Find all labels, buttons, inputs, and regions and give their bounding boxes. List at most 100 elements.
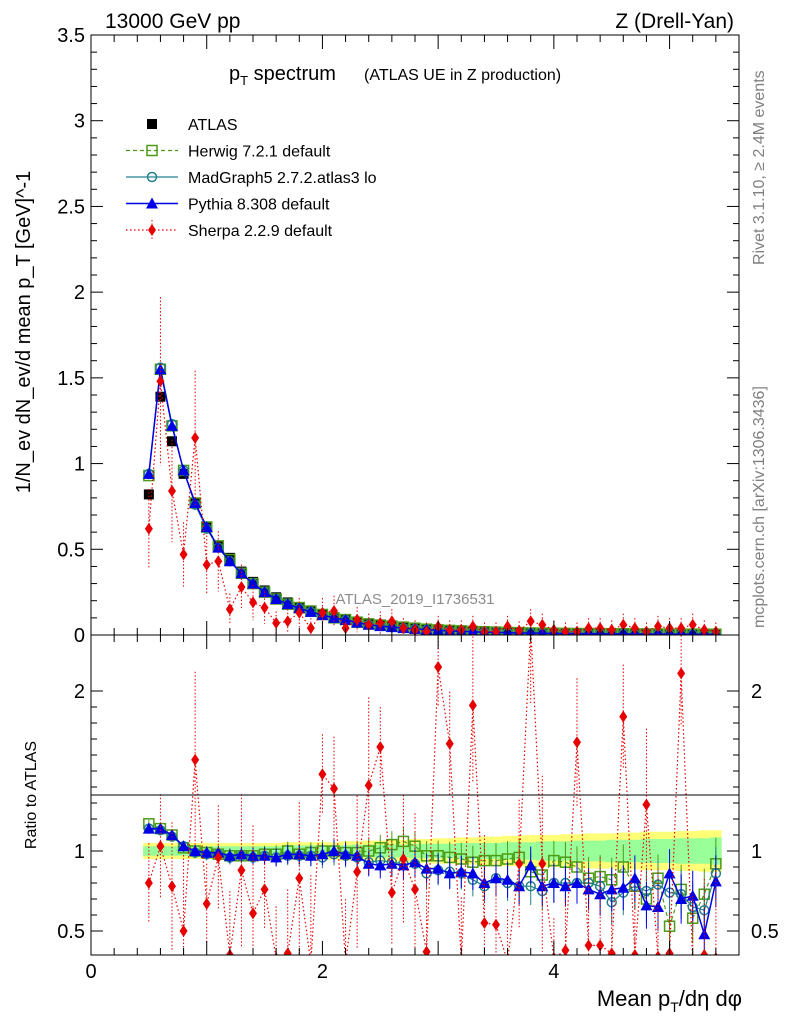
header-left-label: 13000 GeV pp	[105, 10, 240, 33]
ratio-point-3-24	[422, 945, 431, 955]
main-point-4-44	[654, 620, 662, 633]
ratio-point-2-29	[478, 877, 491, 888]
ratio-point-3-5	[202, 897, 211, 910]
main-point-4-2	[168, 485, 176, 497]
ratio-point-2-3	[177, 840, 190, 852]
main-point-4-22	[399, 622, 408, 635]
main-point-4-12	[283, 615, 292, 628]
ratio-ytick-label-left-1: 1	[74, 841, 85, 863]
main-point-3-6	[212, 541, 225, 553]
ratio-point-0-29	[478, 854, 491, 867]
x-axis-label: Mean pT/dη dφ	[597, 986, 742, 1015]
main-point-4-20	[376, 617, 385, 629]
main-panel-title: pT spectrum	[229, 63, 336, 88]
main-point-4-36	[561, 625, 570, 635]
legend-label-2: MadGraph5 2.7.2.atlas3 lo	[188, 170, 377, 187]
legend-label-4: Sherpa 2.2.9 default	[188, 223, 333, 240]
ratio-point-3-47	[691, 953, 694, 955]
main-point-4-42	[630, 622, 639, 635]
main-point-4-9	[249, 596, 257, 609]
ratio-point-2-16	[328, 845, 340, 856]
main-point-4-24	[422, 625, 431, 635]
ratio-point-3-2	[168, 880, 176, 893]
ratio-point-3-21	[387, 886, 396, 899]
legend-label-3: Pythia 8.308 default	[188, 197, 330, 214]
main-point-4-10	[260, 601, 269, 614]
legend-label-0: ATLAS	[188, 117, 238, 134]
ratio-point-2-27	[455, 865, 468, 877]
main-point-3-7	[223, 555, 236, 567]
ratio-point-2-23	[409, 856, 421, 868]
ratio-point-2-20	[374, 859, 387, 871]
x-tick-label-2: 4	[548, 961, 559, 983]
ratio-point-2-7	[223, 849, 236, 861]
ratio-point-3-17	[342, 957, 350, 969]
rivet-version-label: Rivet 3.1.10, ≥ 2.4M events	[751, 70, 768, 265]
main-point-4-21	[387, 615, 396, 628]
ratio-point-2-48	[698, 928, 711, 940]
ratio-point-3-23	[411, 883, 419, 896]
main-point-3-9	[247, 577, 259, 589]
main-point-0-1	[155, 391, 166, 402]
ratio-point-2-2	[166, 829, 178, 840]
ratio-panel-series	[142, 635, 722, 969]
ratio-point-2-33	[524, 859, 537, 871]
ratio-point-3-19	[364, 779, 373, 792]
ratio-point-2-46	[675, 893, 688, 904]
ratio-point-2-25	[432, 862, 445, 874]
ratio-point-2-0	[142, 822, 155, 834]
ratio-point-2-10	[258, 849, 271, 861]
ratio-point-2-41	[617, 881, 630, 893]
ratio-point-3-36	[561, 944, 570, 955]
ratio-point-3-40	[607, 947, 616, 955]
main-point-3-2	[166, 419, 178, 431]
ratio-point-3-37	[573, 736, 581, 749]
main-point-4-19	[364, 618, 373, 631]
main-point-3-3	[177, 464, 190, 476]
main-point-4-16	[330, 605, 338, 617]
ratio-point-2-12	[281, 848, 294, 860]
ratio-point-2-43	[640, 899, 653, 911]
ratio-point-3-16	[330, 782, 338, 795]
main-point-3-14	[304, 605, 317, 617]
main-point-3-5	[200, 521, 213, 532]
legend-marker-4	[148, 224, 156, 236]
ratio-point-2-35	[547, 877, 560, 888]
ratio-point-3-44	[655, 950, 661, 955]
ratio-point-3-12	[283, 947, 292, 955]
header-right-label: Z (Drell-Yan)	[615, 10, 734, 33]
ratio-point-3-6	[214, 851, 223, 864]
ratio-point-2-44	[652, 901, 664, 912]
main-point-4-31	[503, 620, 512, 633]
ratio-point-3-1	[156, 840, 165, 853]
legend-marker-2	[146, 171, 158, 183]
main-panel-series	[142, 297, 722, 635]
ratio-point-2-5	[200, 846, 213, 858]
ratio-point-2-26	[443, 867, 456, 879]
main-point-4-47	[688, 618, 697, 631]
main-y-axis-label: 1/N_ev dN_ev/d mean p_T [GeV]^-1	[13, 171, 35, 494]
ratio-ytick-label-right-1: 1	[751, 841, 762, 863]
ratio-point-3-20	[376, 741, 385, 753]
main-point-3-1	[154, 363, 167, 375]
ratio-point-3-18	[353, 865, 362, 878]
ratio-point-2-31	[501, 873, 514, 885]
ratio-point-2-30	[490, 872, 502, 884]
ratio-point-3-41	[619, 710, 628, 723]
ratio-ytick-label-left-0: 0.5	[57, 921, 85, 943]
ratio-series-line-0	[148, 823, 717, 929]
ratio-point-2-15	[316, 848, 329, 860]
ratio-ytick-label-right-0: 0.5	[751, 921, 779, 943]
main-point-4-46	[677, 622, 686, 635]
ratio-point-3-30	[492, 918, 500, 931]
ratio-point-3-34	[538, 857, 547, 870]
main-ytick-label-4: 2	[74, 282, 85, 304]
main-point-4-28	[468, 620, 477, 633]
legend-marker-1	[146, 144, 158, 157]
main-point-4-34	[538, 618, 547, 631]
main-ytick-label-7: 3.5	[57, 25, 85, 47]
ratio-point-3-13	[295, 872, 304, 885]
ratio-point-3-28	[468, 699, 477, 712]
ratio-y-axis-label: Ratio to ATLAS	[23, 741, 40, 849]
